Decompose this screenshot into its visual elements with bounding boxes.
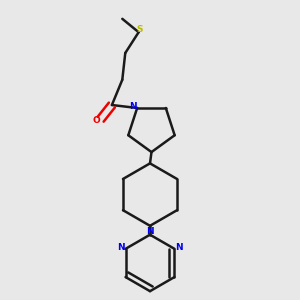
Text: N: N	[175, 243, 183, 252]
Text: O: O	[93, 116, 100, 125]
Text: N: N	[146, 226, 154, 236]
Text: N: N	[117, 243, 125, 252]
Text: S: S	[136, 25, 143, 34]
Text: N: N	[130, 102, 137, 111]
